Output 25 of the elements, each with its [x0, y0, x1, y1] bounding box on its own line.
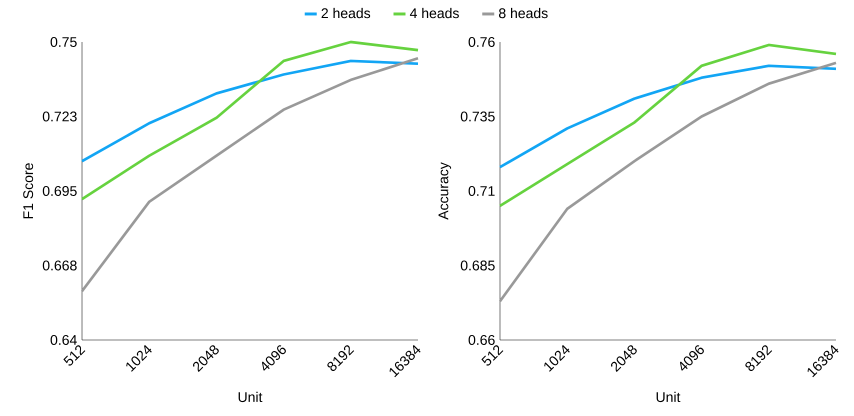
line-series [498, 62, 838, 303]
line-series [80, 40, 420, 200]
x-tick-label: 512 [481, 345, 504, 366]
y-axis-title: F1 Score [23, 163, 34, 218]
y-axis-title: Accuracy [438, 162, 452, 220]
legend-label: 4 heads [410, 8, 459, 18]
y-tick-label: 0.76 [468, 37, 495, 47]
y-tick-label: 0.668 [42, 260, 77, 270]
line-series [80, 60, 420, 163]
y-tick-label: 0.723 [42, 112, 77, 122]
y-tick-label: 0.685 [460, 260, 495, 270]
line-series [498, 64, 838, 168]
y-tick-label: 0.695 [42, 186, 77, 196]
y-tick-label: 0.66 [468, 335, 495, 345]
y-tick-label: 0.64 [50, 335, 77, 345]
legend-label: 2 heads [322, 8, 370, 18]
legend-label: 8 heads [498, 8, 548, 18]
y-tick-label: 0.735 [460, 112, 495, 122]
line-series [498, 44, 838, 208]
x-axis-title: Unit [238, 392, 262, 402]
x-tick-label: 512 [63, 345, 86, 366]
line-series [80, 56, 420, 293]
x-axis-title: Unit [656, 392, 680, 402]
y-tick-label: 0.71 [468, 186, 495, 196]
y-tick-label: 0.75 [50, 37, 77, 47]
